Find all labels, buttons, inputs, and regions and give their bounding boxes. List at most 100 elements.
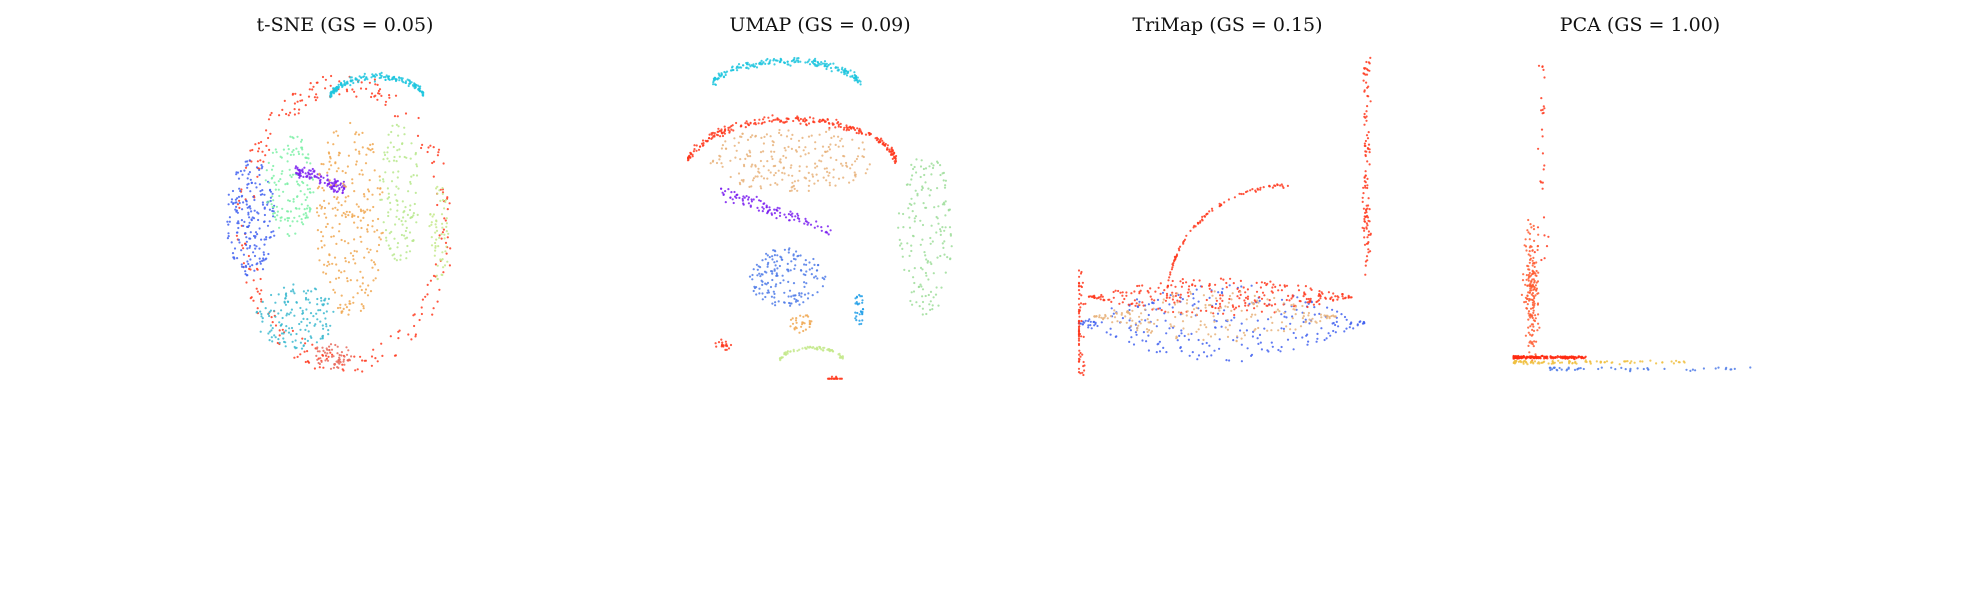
scatter-point xyxy=(298,171,301,174)
scatter-point xyxy=(785,120,788,123)
scatter-point xyxy=(1368,148,1371,151)
scatter-point xyxy=(226,220,229,223)
scatter-point xyxy=(1513,360,1516,364)
scatter-point xyxy=(351,214,354,218)
scatter-point xyxy=(297,112,300,115)
scatter-point xyxy=(942,201,946,204)
scatter-point xyxy=(392,171,395,174)
scatter-point xyxy=(1251,335,1254,338)
scatter-point xyxy=(245,200,248,203)
scatter-point xyxy=(1181,298,1184,301)
scatter-point xyxy=(772,59,775,62)
scatter-point xyxy=(753,122,756,125)
scatter-point xyxy=(922,202,925,205)
scatter-point xyxy=(750,198,753,201)
scatter-point xyxy=(1221,287,1224,290)
scatter-point xyxy=(802,321,805,324)
scatter-point xyxy=(901,247,904,250)
scatter-point xyxy=(790,147,793,150)
cluster-3 xyxy=(264,135,315,237)
scatter-point xyxy=(384,100,388,103)
scatter-point xyxy=(346,80,349,83)
scatter-point xyxy=(344,215,347,219)
scatter-point xyxy=(1541,187,1544,190)
scatter-point xyxy=(752,198,755,201)
scatter-point xyxy=(404,206,407,209)
scatter-point xyxy=(1274,303,1277,306)
scatter-point xyxy=(1138,303,1141,306)
scatter-point xyxy=(800,325,803,328)
scatter-point xyxy=(287,331,291,334)
scatter-point xyxy=(246,274,249,277)
scatter-point xyxy=(419,90,422,93)
scatter-point xyxy=(920,285,923,288)
scatter-point xyxy=(848,126,852,129)
scatter-point xyxy=(912,235,915,238)
scatter-point xyxy=(766,177,769,180)
scatter-point xyxy=(804,153,807,156)
scatter-point xyxy=(815,220,818,223)
scatter-point xyxy=(394,354,397,357)
scatter-point xyxy=(803,263,806,266)
scatter-point xyxy=(274,336,277,339)
scatter-point xyxy=(851,126,854,129)
scatter-point xyxy=(1231,292,1234,295)
scatter-point xyxy=(1251,313,1254,316)
scatter-point xyxy=(1529,254,1532,257)
scatter-point xyxy=(1265,283,1268,287)
scatter-point xyxy=(1239,290,1242,293)
scatter-point xyxy=(921,223,925,227)
scatter-point xyxy=(333,88,336,91)
scatter-point xyxy=(309,169,312,172)
scatter-point xyxy=(803,176,806,179)
scatter-point xyxy=(1547,235,1550,238)
scatter-point xyxy=(282,190,285,193)
scatter-point xyxy=(776,209,779,212)
scatter-point xyxy=(898,238,901,241)
scatter-point xyxy=(1320,327,1323,330)
scatter-point xyxy=(1251,188,1254,191)
scatter-point xyxy=(796,115,799,118)
scatter-point xyxy=(358,152,361,155)
scatter-point xyxy=(737,66,740,69)
scatter-point xyxy=(1187,338,1190,341)
scatter-point xyxy=(816,277,819,280)
scatter-point xyxy=(415,163,418,166)
scatter-point xyxy=(1260,297,1264,300)
scatter-point xyxy=(1369,56,1372,59)
scatter-point xyxy=(735,149,738,152)
scatter-point xyxy=(731,124,734,127)
scatter-point xyxy=(699,145,702,148)
scatter-point xyxy=(1168,327,1171,330)
scatter-point xyxy=(227,235,230,238)
scatter-point xyxy=(434,263,437,266)
scatter-point xyxy=(411,84,415,87)
scatter-point xyxy=(444,200,447,204)
scatter-point xyxy=(438,288,441,291)
scatter-point xyxy=(1365,119,1368,122)
scatter-point xyxy=(332,190,335,193)
scatter-point xyxy=(1271,286,1274,289)
scatter-point xyxy=(331,353,334,356)
scatter-point xyxy=(336,208,339,211)
scatter-point xyxy=(1182,242,1185,245)
scatter-point xyxy=(930,262,933,266)
scatter-point xyxy=(1138,300,1141,303)
scatter-point xyxy=(1082,335,1085,338)
scatter-point xyxy=(816,165,819,168)
scatter-point xyxy=(238,187,241,190)
scatter-point xyxy=(444,250,447,253)
scatter-point xyxy=(353,221,356,224)
scatter-point xyxy=(1224,326,1227,329)
scatter-point xyxy=(397,134,400,137)
scatter-point xyxy=(265,257,268,260)
scatter-point xyxy=(326,264,329,267)
scatter-point xyxy=(1130,324,1133,327)
scatter-point xyxy=(739,158,742,161)
scatter-point xyxy=(818,133,821,136)
scatter-point xyxy=(300,218,303,221)
scatter-point xyxy=(438,234,441,237)
scatter-point xyxy=(271,176,274,179)
scatter-point xyxy=(268,208,271,211)
scatter-point xyxy=(718,158,721,161)
